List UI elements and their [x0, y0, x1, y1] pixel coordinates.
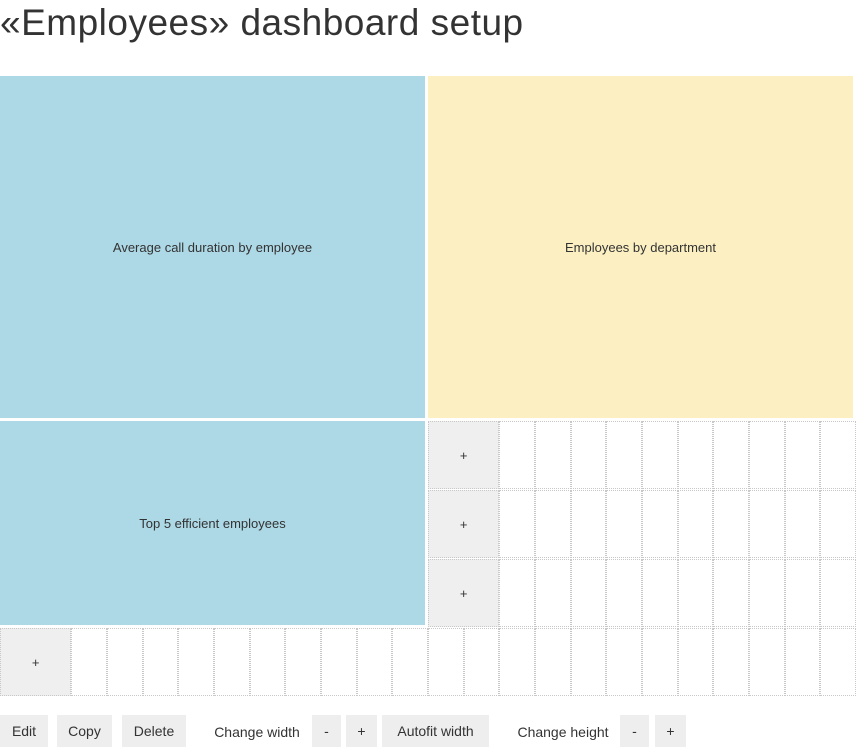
- grid-cell: [214, 628, 250, 696]
- grid-cell: [820, 628, 856, 696]
- grid-cell: [570, 559, 607, 627]
- grid-cell: [713, 421, 749, 489]
- grid-cell: [356, 628, 393, 696]
- grid-cell: [784, 490, 821, 558]
- grid-cell: [499, 490, 535, 558]
- grid-cell: [606, 421, 642, 489]
- grid-cell: [713, 559, 749, 627]
- grid-cell: [677, 421, 714, 489]
- add-widget-button[interactable]: +: [428, 421, 500, 489]
- grid-cell: [820, 421, 856, 489]
- grid-cell: [142, 628, 179, 696]
- grid-cell: [677, 559, 714, 627]
- widget-tile[interactable]: Average call duration by employee: [0, 76, 425, 418]
- grid-cell: [820, 559, 856, 627]
- grid-cell: [677, 628, 714, 696]
- toolbar-label: Change width: [214, 724, 300, 740]
- toolbar-label: Change height: [517, 724, 609, 740]
- grid-cell: [570, 490, 607, 558]
- grid-cell: [570, 421, 607, 489]
- widget-tile[interactable]: Employees by department: [428, 76, 853, 418]
- toolbar-button[interactable]: +: [655, 715, 686, 747]
- grid-cell: [784, 628, 821, 696]
- grid-cell: [499, 421, 535, 489]
- grid-cell: [535, 628, 571, 696]
- grid-cell: [178, 628, 214, 696]
- grid-cell: [749, 490, 785, 558]
- grid-cell: [749, 559, 785, 627]
- grid-cell: [570, 628, 607, 696]
- toolbar-button[interactable]: Delete: [122, 715, 186, 747]
- grid-cell: [392, 628, 428, 696]
- toolbar-button[interactable]: -: [620, 715, 649, 747]
- toolbar-button[interactable]: Edit: [0, 715, 48, 747]
- grid-cell: [285, 628, 321, 696]
- toolbar-button[interactable]: Autofit width: [382, 715, 489, 747]
- grid-cell: [499, 628, 535, 696]
- toolbar-button[interactable]: +: [346, 715, 377, 747]
- grid-cell: [463, 628, 500, 696]
- add-widget-button[interactable]: +: [428, 559, 500, 627]
- grid-cell: [749, 628, 785, 696]
- grid-cell: [606, 490, 642, 558]
- grid-cell: [784, 421, 821, 489]
- toolbar-button[interactable]: Copy: [57, 715, 112, 747]
- grid-cell: [249, 628, 286, 696]
- grid-cell: [71, 628, 107, 696]
- grid-cell: [606, 628, 642, 696]
- grid-cell: [784, 559, 821, 627]
- grid-cell: [107, 628, 143, 696]
- grid-cell: [499, 559, 535, 627]
- grid-cell: [642, 559, 678, 627]
- grid-cell: [642, 490, 678, 558]
- grid-cell: [749, 421, 785, 489]
- grid-cell: [428, 628, 464, 696]
- grid-cell: [642, 421, 678, 489]
- grid-cell: [535, 421, 571, 489]
- toolbar-button[interactable]: -: [312, 715, 341, 747]
- page-title: «Employees» dashboard setup: [0, 2, 524, 43]
- widget-tile[interactable]: Top 5 efficient employees: [0, 421, 425, 625]
- grid-cell: [713, 490, 749, 558]
- grid-cell: [642, 628, 678, 696]
- grid-cell: [535, 559, 571, 627]
- grid-cell: [535, 490, 571, 558]
- add-widget-button[interactable]: +: [428, 490, 500, 558]
- grid-cell: [820, 490, 856, 558]
- add-widget-button[interactable]: +: [0, 628, 72, 696]
- grid-cell: [677, 490, 714, 558]
- grid-cell: [713, 628, 749, 696]
- grid-cell: [321, 628, 357, 696]
- grid-cell: [606, 559, 642, 627]
